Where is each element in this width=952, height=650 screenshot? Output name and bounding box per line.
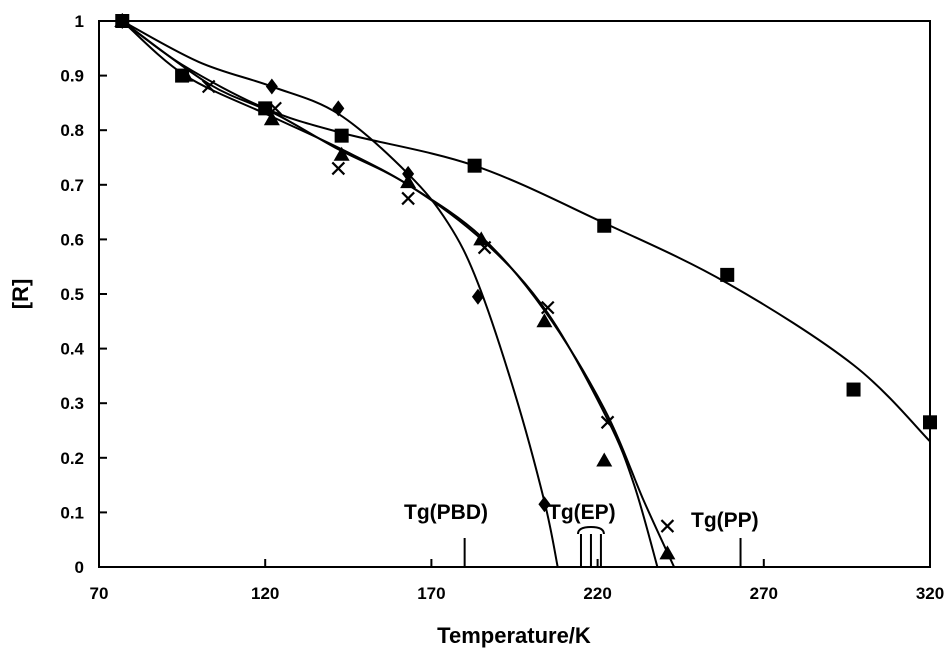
data-point-triangle <box>659 545 676 560</box>
x-tick-label: 120 <box>251 584 279 603</box>
data-point-cross <box>331 161 346 176</box>
x-tick-label: 170 <box>417 584 445 603</box>
data-point-square <box>597 218 612 233</box>
data-point-diamond <box>332 100 345 117</box>
data-point-square <box>334 128 349 143</box>
tg-pbd-label: Tg(PBD) <box>404 501 488 524</box>
y-tick-label: 0.1 <box>60 503 84 522</box>
y-tick-label: 0.5 <box>60 285 84 304</box>
series-curve-cross <box>121 20 659 568</box>
series-curve-diamond <box>121 20 559 568</box>
y-axis-title: [R] <box>8 279 33 310</box>
data-point-square <box>467 158 482 173</box>
y-tick-label: 0.3 <box>60 394 84 413</box>
data-point-cross <box>477 240 492 255</box>
data-point-cross <box>660 519 675 533</box>
data-point-diamond <box>471 288 484 305</box>
series-curve-square <box>121 20 931 443</box>
chart-curves <box>121 20 931 568</box>
plot-frame <box>98 20 931 568</box>
data-point-cross <box>540 300 555 315</box>
data-point-cross <box>268 101 282 116</box>
x-tick-label: 220 <box>583 584 611 603</box>
chart-markers <box>114 13 937 560</box>
x-axis: 70 120 170 220 270 320 <box>90 559 944 603</box>
data-point-triangle <box>400 174 417 189</box>
y-axis: 0 0.1 0.2 0.3 0.4 0.5 0.6 0.7 0.8 0.9 1 <box>60 12 107 577</box>
series-curve-triangle <box>121 20 676 568</box>
data-point-square <box>258 101 273 116</box>
y-tick-label: 0.2 <box>60 449 84 468</box>
tg-ep-brace <box>576 525 605 535</box>
data-point-triangle <box>263 111 280 126</box>
tg-annotations: Tg(PBD) Tg(EP) Tg(PP) <box>404 501 759 567</box>
data-point-square <box>846 382 861 397</box>
data-point-cross <box>600 415 615 430</box>
y-tick-label: 0.4 <box>60 340 84 359</box>
data-point-cross <box>401 191 415 206</box>
y-tick-label: 0 <box>75 558 84 577</box>
x-tick-label: 270 <box>750 584 778 603</box>
data-point-triangle <box>596 452 613 467</box>
y-tick-label: 0.6 <box>60 230 84 249</box>
x-tick-label: 70 <box>90 584 109 603</box>
data-point-square <box>720 267 735 282</box>
data-point-diamond <box>538 496 551 513</box>
data-point-triangle <box>473 231 490 246</box>
data-point-diamond <box>402 165 415 182</box>
y-tick-label: 0.7 <box>60 176 84 195</box>
x-tick-label: 320 <box>916 584 944 603</box>
tg-pp-label: Tg(PP) <box>691 509 759 532</box>
y-tick-label: 0.8 <box>60 121 84 140</box>
data-point-triangle <box>333 146 350 161</box>
data-point-triangle <box>536 313 553 328</box>
data-point-cross <box>201 79 216 94</box>
data-point-triangle <box>177 67 194 82</box>
y-tick-label: 0.9 <box>60 67 84 86</box>
tg-ep-label: Tg(EP) <box>548 501 616 524</box>
x-axis-title: Temperature/K <box>437 623 591 648</box>
y-tick-label: 1 <box>75 12 84 31</box>
data-point-diamond <box>265 78 278 95</box>
